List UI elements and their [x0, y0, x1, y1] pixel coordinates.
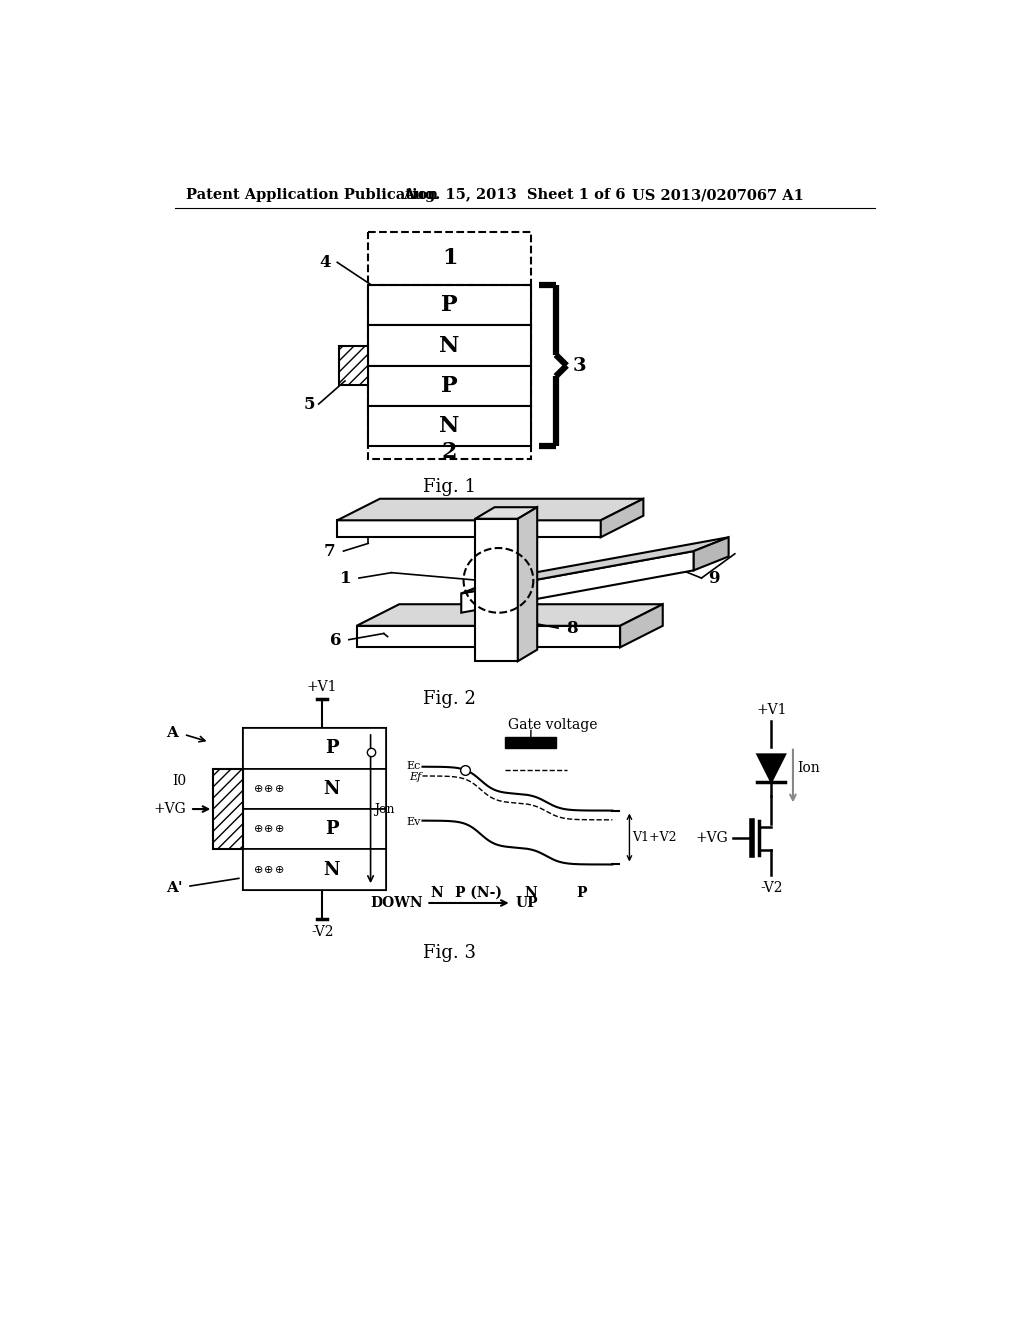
Text: A: A: [167, 726, 178, 739]
Text: P: P: [325, 739, 338, 758]
Polygon shape: [337, 520, 601, 537]
Polygon shape: [356, 626, 621, 647]
Text: Fig. 2: Fig. 2: [423, 689, 476, 708]
Text: Jon: Jon: [375, 803, 395, 816]
Text: +V1: +V1: [307, 680, 337, 693]
Text: UP: UP: [515, 896, 539, 909]
Polygon shape: [337, 499, 643, 520]
Text: P: P: [325, 820, 338, 838]
Text: P: P: [441, 294, 458, 317]
Text: +VG: +VG: [696, 832, 729, 845]
Polygon shape: [621, 605, 663, 647]
Text: Ion: Ion: [798, 762, 820, 775]
Text: 9: 9: [708, 569, 719, 586]
Bar: [369, 366, 531, 405]
Bar: [369, 326, 531, 366]
Text: US 2013/0207067 A1: US 2013/0207067 A1: [632, 189, 804, 202]
Text: Fig. 1: Fig. 1: [423, 478, 476, 496]
Text: V1+V2: V1+V2: [633, 832, 677, 843]
Text: ⊕: ⊕: [275, 784, 285, 793]
Text: N: N: [439, 334, 460, 356]
Text: I0: I0: [172, 774, 186, 788]
Text: 1: 1: [340, 570, 351, 587]
Text: 8: 8: [566, 619, 578, 636]
Text: ⊕: ⊕: [264, 824, 273, 834]
Text: ⊕: ⊕: [275, 865, 285, 875]
Text: N: N: [324, 861, 340, 879]
Text: 5: 5: [303, 396, 315, 413]
Text: ⊕: ⊕: [254, 865, 263, 875]
Text: Fig. 3: Fig. 3: [423, 944, 476, 962]
Bar: [339, 346, 369, 385]
Text: +VG: +VG: [154, 803, 186, 816]
Polygon shape: [693, 537, 729, 570]
Bar: [243, 729, 386, 768]
Bar: [243, 729, 386, 890]
Polygon shape: [461, 537, 729, 594]
Text: ⊕: ⊕: [254, 824, 263, 834]
Text: N: N: [324, 780, 340, 797]
Text: Ef: Ef: [409, 772, 421, 781]
Text: A': A': [166, 880, 182, 895]
Text: Ev: Ev: [407, 817, 421, 828]
Bar: [213, 768, 243, 850]
Bar: [243, 850, 386, 890]
Bar: [369, 285, 531, 326]
Polygon shape: [758, 755, 785, 781]
Text: P (N-): P (N-): [455, 886, 502, 900]
Text: +V1: +V1: [756, 702, 786, 717]
Text: -V2: -V2: [760, 882, 782, 895]
Text: Gate voltage: Gate voltage: [508, 718, 597, 733]
Polygon shape: [461, 552, 693, 612]
Polygon shape: [475, 507, 538, 519]
Text: Patent Application Publication: Patent Application Publication: [186, 189, 438, 202]
Polygon shape: [601, 499, 643, 537]
Text: N: N: [430, 886, 442, 900]
Text: Ec: Ec: [407, 760, 421, 771]
Bar: [243, 809, 386, 850]
Text: DOWN: DOWN: [370, 896, 423, 909]
Text: N: N: [439, 414, 460, 437]
Polygon shape: [356, 605, 663, 626]
Text: 2: 2: [442, 441, 458, 463]
Text: ⊕: ⊕: [254, 784, 263, 793]
Polygon shape: [475, 519, 518, 661]
Polygon shape: [518, 507, 538, 661]
Text: 1: 1: [442, 248, 458, 269]
Text: 6: 6: [330, 632, 341, 649]
Bar: [506, 738, 556, 748]
Text: ⊕: ⊕: [264, 784, 273, 793]
Text: 4: 4: [319, 253, 332, 271]
Text: P: P: [577, 886, 587, 900]
Text: 3: 3: [572, 356, 587, 375]
Bar: [243, 768, 386, 809]
Text: N: N: [524, 886, 538, 900]
Bar: [369, 405, 531, 446]
Text: ⊕: ⊕: [275, 824, 285, 834]
Text: P: P: [441, 375, 458, 396]
Text: 7: 7: [324, 543, 336, 560]
Text: -V2: -V2: [311, 925, 334, 940]
Bar: [369, 231, 531, 459]
Text: Aug. 15, 2013  Sheet 1 of 6: Aug. 15, 2013 Sheet 1 of 6: [403, 189, 626, 202]
Text: ⊕: ⊕: [264, 865, 273, 875]
